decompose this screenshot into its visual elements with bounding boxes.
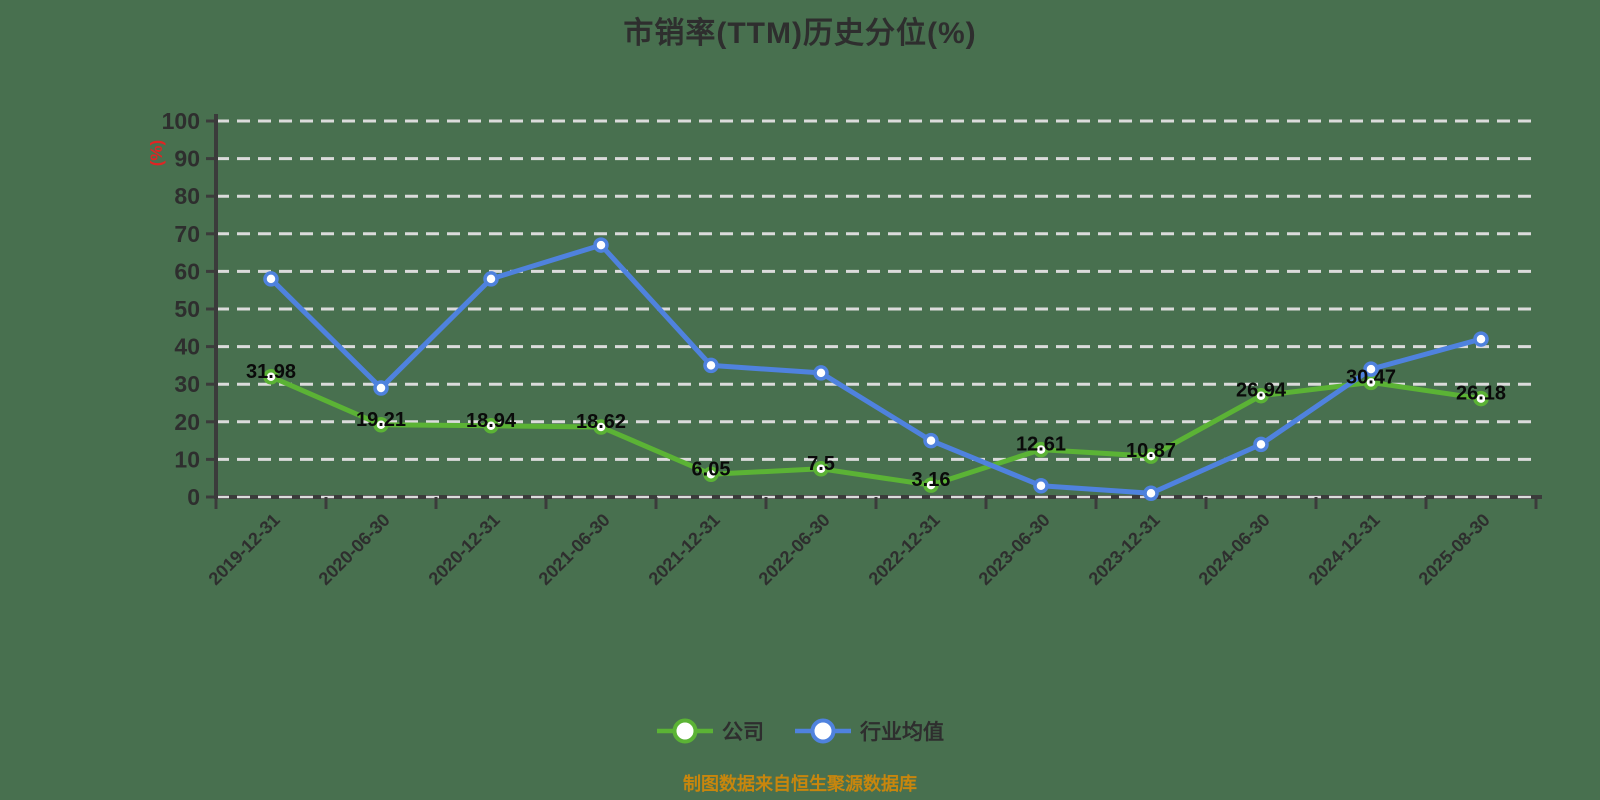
legend-item-company[interactable]: 公司 xyxy=(656,716,764,746)
y-axis-tick-label: 20 xyxy=(174,409,200,435)
industry-data-point xyxy=(373,380,389,396)
legend-label: 行业均值 xyxy=(860,721,944,744)
x-axis-date-label: 2022-12-31 xyxy=(865,510,944,589)
legend-marker-icon xyxy=(657,718,713,744)
legend-marker-icon xyxy=(795,718,851,744)
data-point-value-label: 3.16 xyxy=(912,469,951,491)
x-axis-date-label: 2020-12-31 xyxy=(425,510,504,589)
company-data-point xyxy=(373,417,389,433)
y-axis-tick-label: 30 xyxy=(174,371,200,397)
industry-data-point xyxy=(1033,477,1049,494)
company-data-point xyxy=(813,461,829,477)
y-axis-tick-label: 40 xyxy=(174,334,200,360)
company-data-point xyxy=(703,466,719,483)
legend-label: 公司 xyxy=(722,721,764,744)
industry-data-point xyxy=(1363,361,1379,377)
industry-data-point xyxy=(1473,331,1489,347)
industry-data-point xyxy=(1253,436,1269,453)
company-data-point xyxy=(1473,390,1489,407)
company-data-point xyxy=(1253,387,1269,404)
data-point-value-label: 10.87 xyxy=(1126,440,1176,462)
data-point-value-label: 6.05 xyxy=(692,458,731,480)
legend-item-industry[interactable]: 行业均值 xyxy=(794,716,944,746)
data-point-value-label: 12.61 xyxy=(1016,434,1066,456)
x-axis-date-label: 2023-12-31 xyxy=(1085,510,1164,589)
data-point-value-label: 19.21 xyxy=(356,409,406,431)
x-axis-date-label: 2024-06-30 xyxy=(1195,510,1274,589)
x-axis-date-label: 2019-12-31 xyxy=(205,510,284,589)
data-point-value-label: 7.5 xyxy=(807,453,835,475)
x-axis-date-label: 2022-06-30 xyxy=(755,510,834,589)
company-data-point xyxy=(1143,448,1159,464)
industry-data-point xyxy=(923,432,939,449)
data-source-note: 制图数据来自恒生聚源数据库 xyxy=(683,774,917,794)
data-point-value-label: 18.62 xyxy=(576,411,626,433)
x-axis-date-label: 2021-12-31 xyxy=(645,510,724,589)
y-axis-tick-label: 70 xyxy=(174,221,200,247)
industry-data-point xyxy=(593,237,609,253)
x-axis-date-label: 2023-06-30 xyxy=(975,510,1054,589)
company-data-point xyxy=(483,418,499,434)
industry-data-point xyxy=(263,271,279,287)
industry-series-line xyxy=(268,242,1484,496)
company-data-point xyxy=(1033,441,1049,458)
industry-data-point xyxy=(703,357,719,374)
y-axis-tick-label: 100 xyxy=(162,108,200,134)
x-axis-date-label: 2024-12-31 xyxy=(1305,510,1384,589)
company-series-line xyxy=(268,374,1484,488)
y-axis-tick-label: 60 xyxy=(174,258,200,284)
industry-data-point xyxy=(813,365,829,381)
company-data-point xyxy=(923,477,939,493)
data-point-value-label: 18.94 xyxy=(466,410,517,432)
industry-data-point xyxy=(483,271,499,287)
data-point-value-label: 30.47 xyxy=(1346,366,1396,388)
industry-data-point xyxy=(1143,485,1159,501)
y-axis-tick-label: 50 xyxy=(174,296,200,322)
x-axis-date-label: 2020-06-30 xyxy=(315,510,394,589)
data-point-value-label: 26.18 xyxy=(1456,383,1506,405)
y-axis-tick-label: 0 xyxy=(187,484,200,510)
data-point-value-label: 31.98 xyxy=(246,361,296,383)
x-axis-date-label: 2025-08-30 xyxy=(1415,510,1494,589)
data-point-value-label: 26.94 xyxy=(1236,380,1287,402)
y-axis-tick-label: 90 xyxy=(174,146,200,172)
chart-title: 市销率(TTM)历史分位(%) xyxy=(623,17,977,50)
company-data-point xyxy=(263,369,279,385)
legend: 公司 行业均值 xyxy=(0,716,1600,746)
y-axis-tick-label: 10 xyxy=(174,446,200,472)
company-data-point xyxy=(593,419,609,435)
x-axis-date-label: 2021-06-30 xyxy=(535,510,614,589)
y-axis-tick-label: 80 xyxy=(174,183,200,209)
